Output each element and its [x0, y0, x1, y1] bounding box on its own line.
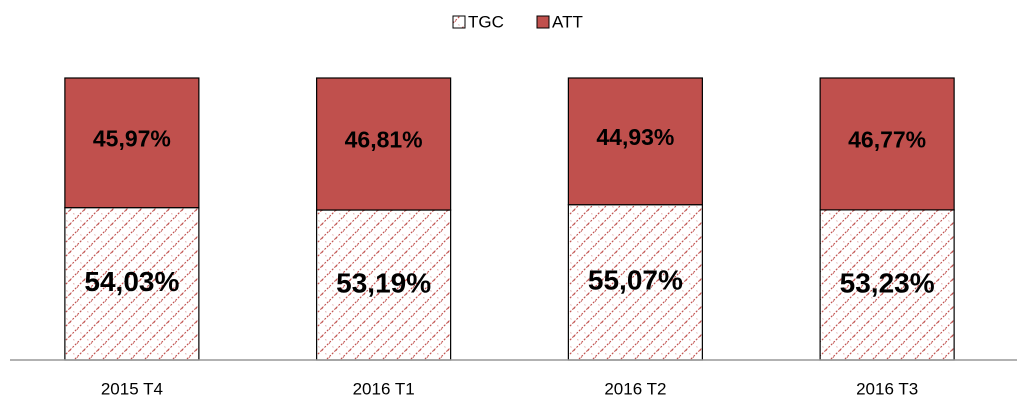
legend-swatch	[536, 15, 550, 29]
value-label: 54,03%	[84, 266, 179, 297]
bar-segment	[567, 77, 703, 206]
bar-segment	[64, 77, 200, 209]
x-tick-label: 2016 T2	[604, 379, 666, 398]
x-tick-label: 2015 T4	[101, 379, 163, 398]
value-label: 45,97%	[93, 125, 171, 151]
value-label: 55,07%	[588, 265, 683, 296]
bar-segment	[567, 204, 703, 361]
legend-label: TGC	[468, 12, 504, 31]
value-label: 44,93%	[596, 124, 674, 150]
bar-segment	[819, 77, 955, 211]
value-label: 53,23%	[840, 267, 935, 298]
bar-segment	[64, 207, 200, 361]
legend-swatch	[452, 15, 466, 29]
legend-label: ATT	[552, 12, 583, 31]
value-label: 46,77%	[848, 126, 926, 152]
x-tick-label: 2016 T3	[856, 379, 918, 398]
bar-segment	[316, 77, 452, 211]
value-label: 53,19%	[336, 267, 431, 298]
x-tick-label: 2016 T1	[353, 379, 415, 398]
value-label: 46,81%	[345, 126, 423, 152]
